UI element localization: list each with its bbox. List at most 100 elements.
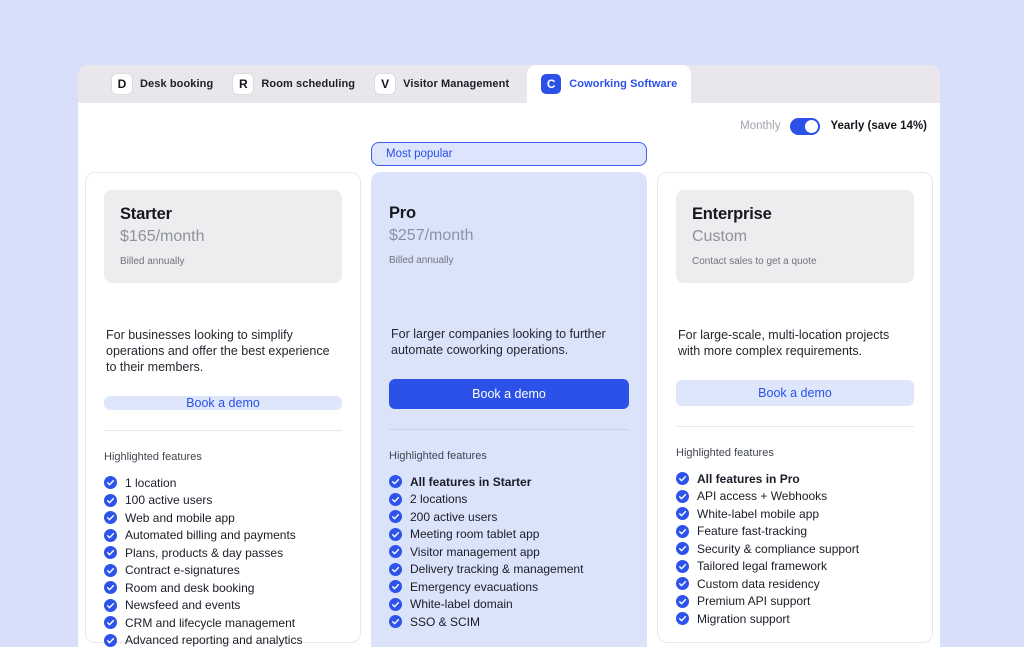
- feature-label: Newsfeed and events: [125, 598, 241, 612]
- feature-label: Tailored legal framework: [697, 559, 828, 573]
- check-icon: [104, 616, 117, 629]
- feature-label: 1 location: [125, 475, 177, 490]
- check-icon: [104, 528, 117, 542]
- toggle-knob: [805, 119, 819, 133]
- yearly-label: Yearly (save 14%): [830, 120, 927, 132]
- billing-toggle-row: Monthly Yearly (save 14%): [85, 103, 933, 137]
- feature-label: API access + Webhooks: [697, 489, 828, 503]
- feature-item: Tailored legal framework: [676, 559, 914, 573]
- plan-header-enterprise: Enterprise Custom Contact sales to get a q…: [676, 190, 914, 283]
- content-area: Monthly Yearly (save 14%) Starter $165/mo…: [78, 103, 940, 647]
- monthly-label[interactable]: Monthly: [740, 120, 781, 132]
- tab-room-scheduling[interactable]: R Room scheduling: [226, 65, 362, 103]
- divider: [104, 430, 342, 431]
- feature-item: Contract e-signatures: [104, 563, 342, 577]
- check-icon: [389, 475, 402, 488]
- features-list: 1 location 100 active users Web and mobile…: [104, 476, 342, 647]
- check-icon: [676, 472, 689, 485]
- plan-billing-note: Billed annually: [389, 255, 454, 266]
- check-icon: [104, 546, 117, 559]
- feature-label: Room and desk booking: [125, 580, 255, 595]
- visitor-management-icon: V: [375, 74, 396, 94]
- check-icon: [104, 511, 117, 524]
- check-icon: [389, 527, 402, 541]
- plan-description: For large-scale, multi-location projects…: [678, 328, 890, 358]
- plan-name: Enterprise: [692, 205, 772, 223]
- feature-item: Plans, products & day passes: [104, 545, 342, 560]
- tab-label: Desk booking: [140, 78, 214, 90]
- plan-billing-note: Billed annually: [120, 256, 185, 267]
- tab-coworking-software[interactable]: C Coworking Software: [527, 65, 692, 103]
- feature-label: SSO & SCIM: [410, 614, 481, 629]
- divider: [389, 429, 629, 430]
- feature-label: Security & compliance support: [697, 541, 860, 556]
- feature-label: Contract e-signatures: [125, 563, 240, 577]
- features-title: Highlighted features: [676, 447, 774, 459]
- plan-description: For businesses looking to simplify opera…: [106, 328, 330, 374]
- feature-item: 100 active users: [104, 493, 342, 507]
- feature-item: 1 location: [104, 475, 342, 490]
- feature-item: Newsfeed and events: [104, 598, 342, 612]
- plan-column-enterprise: Enterprise Custom Contact sales to get a q…: [657, 142, 933, 647]
- room-scheduling-icon: R: [233, 74, 254, 94]
- plan-card-starter: Starter $165/month Billed annually For busi…: [85, 172, 361, 647]
- check-icon: [676, 507, 689, 520]
- tab-desk-booking[interactable]: D Desk booking: [105, 65, 220, 103]
- check-icon: [389, 492, 402, 506]
- feature-item: All features in Pro: [676, 472, 914, 486]
- tab-label: Coworking Software: [569, 78, 678, 90]
- feature-item: Web and mobile app: [104, 511, 342, 525]
- feature-item: 200 active users: [389, 510, 629, 524]
- desk-booking-icon: D: [112, 74, 132, 94]
- feature-label: Automated billing and payments: [125, 528, 296, 542]
- features-title: Highlighted features: [389, 450, 487, 462]
- check-icon: [104, 476, 117, 489]
- features-list: All features in Starter 2 locations 200 ac…: [389, 475, 629, 629]
- feature-item: Migration support: [676, 612, 914, 626]
- feature-item: Meeting room tablet app: [389, 527, 629, 541]
- feature-item: White-label domain: [389, 597, 629, 611]
- check-icon: [676, 489, 689, 503]
- most-popular-badge: Most popular: [371, 142, 647, 166]
- check-icon: [389, 545, 402, 558]
- check-icon: [676, 577, 689, 590]
- check-icon: [676, 559, 689, 573]
- plan-header-pro: Pro $257/month Billed annually: [389, 189, 629, 282]
- tab-visitor-management[interactable]: V Visitor Management: [368, 65, 516, 103]
- plan-card-pro: Pro $257/month Billed annually For larger c…: [371, 172, 647, 647]
- feature-item: API access + Webhooks: [676, 489, 914, 503]
- feature-item: White-label mobile app: [676, 507, 914, 521]
- coworking-software-icon: C: [541, 74, 562, 94]
- check-icon: [389, 597, 402, 611]
- feature-label: 2 locations: [410, 492, 468, 506]
- plan-name: Pro: [389, 204, 416, 222]
- feature-label: 100 active users: [125, 493, 213, 507]
- plans-row: Starter $165/month Billed annually For busi…: [85, 142, 933, 647]
- feature-item: Delivery tracking & management: [389, 562, 629, 576]
- feature-item: Premium API support: [676, 594, 914, 608]
- feature-label: Visitor management app: [410, 544, 540, 559]
- tab-label: Visitor Management: [403, 78, 510, 90]
- feature-item: CRM and lifecycle management: [104, 616, 342, 630]
- tab-bar: D Desk booking R Room scheduling V Visitor Ma…: [78, 65, 940, 103]
- plan-price: $165/month: [120, 228, 205, 245]
- tab-label: Room scheduling: [261, 78, 356, 90]
- badge-spacer: [657, 142, 933, 166]
- feature-label: Meeting room tablet app: [410, 527, 540, 541]
- check-icon: [104, 633, 117, 647]
- book-demo-button-pro[interactable]: Book a demo: [389, 379, 629, 409]
- divider: [676, 426, 914, 427]
- feature-label: Premium API support: [697, 594, 811, 608]
- check-icon: [104, 493, 117, 507]
- feature-label: Plans, products & day passes: [125, 545, 284, 560]
- badge-spacer: [85, 142, 361, 166]
- book-demo-button-starter[interactable]: Book a demo: [104, 396, 342, 410]
- features-list: All features in Pro API access + Webhooks…: [676, 472, 914, 626]
- check-icon: [676, 524, 689, 538]
- check-icon: [389, 510, 402, 523]
- plan-header-starter: Starter $165/month Billed annually: [104, 190, 342, 283]
- book-demo-button-enterprise[interactable]: Book a demo: [676, 380, 914, 406]
- check-icon: [104, 581, 117, 594]
- feature-item: 2 locations: [389, 492, 629, 506]
- billing-toggle-switch[interactable]: [790, 117, 821, 135]
